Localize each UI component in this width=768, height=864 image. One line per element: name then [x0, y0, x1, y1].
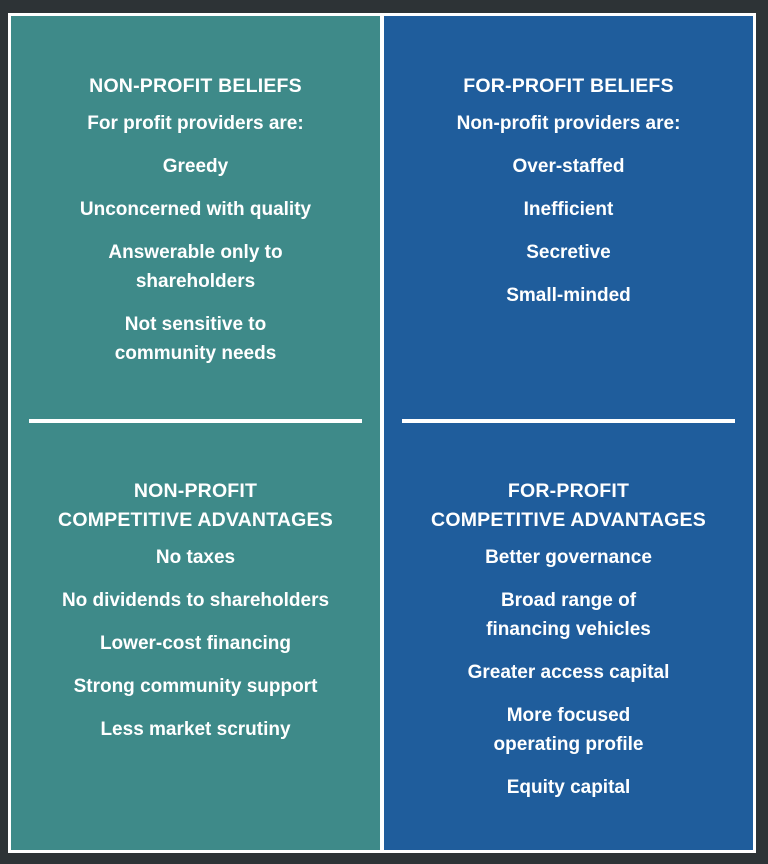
non-profit-advantage-item: No dividends to shareholders: [61, 590, 330, 611]
for-profit-panel: FOR-PROFIT BELIEFS Non-profit providers …: [384, 16, 753, 850]
for-profit-advantage-item: Broad range of financing vehicles: [486, 590, 651, 640]
non-profit-belief-item: Answerable only to shareholders: [108, 242, 283, 292]
for-profit-advantage-item: Equity capital: [506, 777, 631, 798]
non-profit-divider: [29, 419, 362, 423]
non-profit-beliefs-heading: NON-PROFIT BELIEFS: [89, 75, 302, 97]
non-profit-advantage-item: Strong community support: [73, 676, 318, 697]
for-profit-advantage-item: More focused operating profile: [493, 705, 644, 755]
non-profit-belief-item: Not sensitive to community needs: [114, 314, 277, 364]
non-profit-advantage-item: Lower-cost financing: [99, 633, 292, 654]
for-profit-beliefs-heading: FOR-PROFIT BELIEFS: [463, 75, 674, 97]
for-profit-advantages-section: FOR-PROFIT COMPETITIVE ADVANTAGES Better…: [384, 477, 753, 816]
for-profit-divider: [402, 419, 735, 423]
non-profit-beliefs-section: NON-PROFIT BELIEFS For profit providers …: [11, 72, 380, 382]
non-profit-advantages-section: NON-PROFIT COMPETITIVE ADVANTAGES No tax…: [11, 477, 380, 758]
for-profit-beliefs-section: FOR-PROFIT BELIEFS Non-profit providers …: [384, 72, 753, 324]
non-profit-advantage-item: No taxes: [155, 547, 236, 568]
for-profit-advantage-item: Better governance: [485, 547, 652, 568]
non-profit-belief-item: Greedy: [162, 156, 229, 177]
non-profit-advantages-heading: NON-PROFIT COMPETITIVE ADVANTAGES: [58, 480, 333, 531]
non-profit-belief-item: Unconcerned with quality: [79, 199, 312, 220]
for-profit-belief-item: Secretive: [526, 242, 611, 263]
for-profit-belief-item: Inefficient: [523, 199, 614, 220]
non-profit-panel: NON-PROFIT BELIEFS For profit providers …: [11, 16, 380, 850]
for-profit-beliefs-intro: Non-profit providers are:: [456, 113, 681, 134]
for-profit-belief-item: Small-minded: [506, 285, 631, 306]
non-profit-advantage-item: Less market scrutiny: [100, 719, 291, 740]
for-profit-advantage-item: Greater access capital: [467, 662, 670, 683]
for-profit-advantages-heading: FOR-PROFIT COMPETITIVE ADVANTAGES: [431, 480, 706, 531]
comparison-frame: NON-PROFIT BELIEFS For profit providers …: [8, 13, 756, 853]
for-profit-belief-item: Over-staffed: [512, 156, 625, 177]
non-profit-beliefs-intro: For profit providers are:: [87, 113, 304, 134]
